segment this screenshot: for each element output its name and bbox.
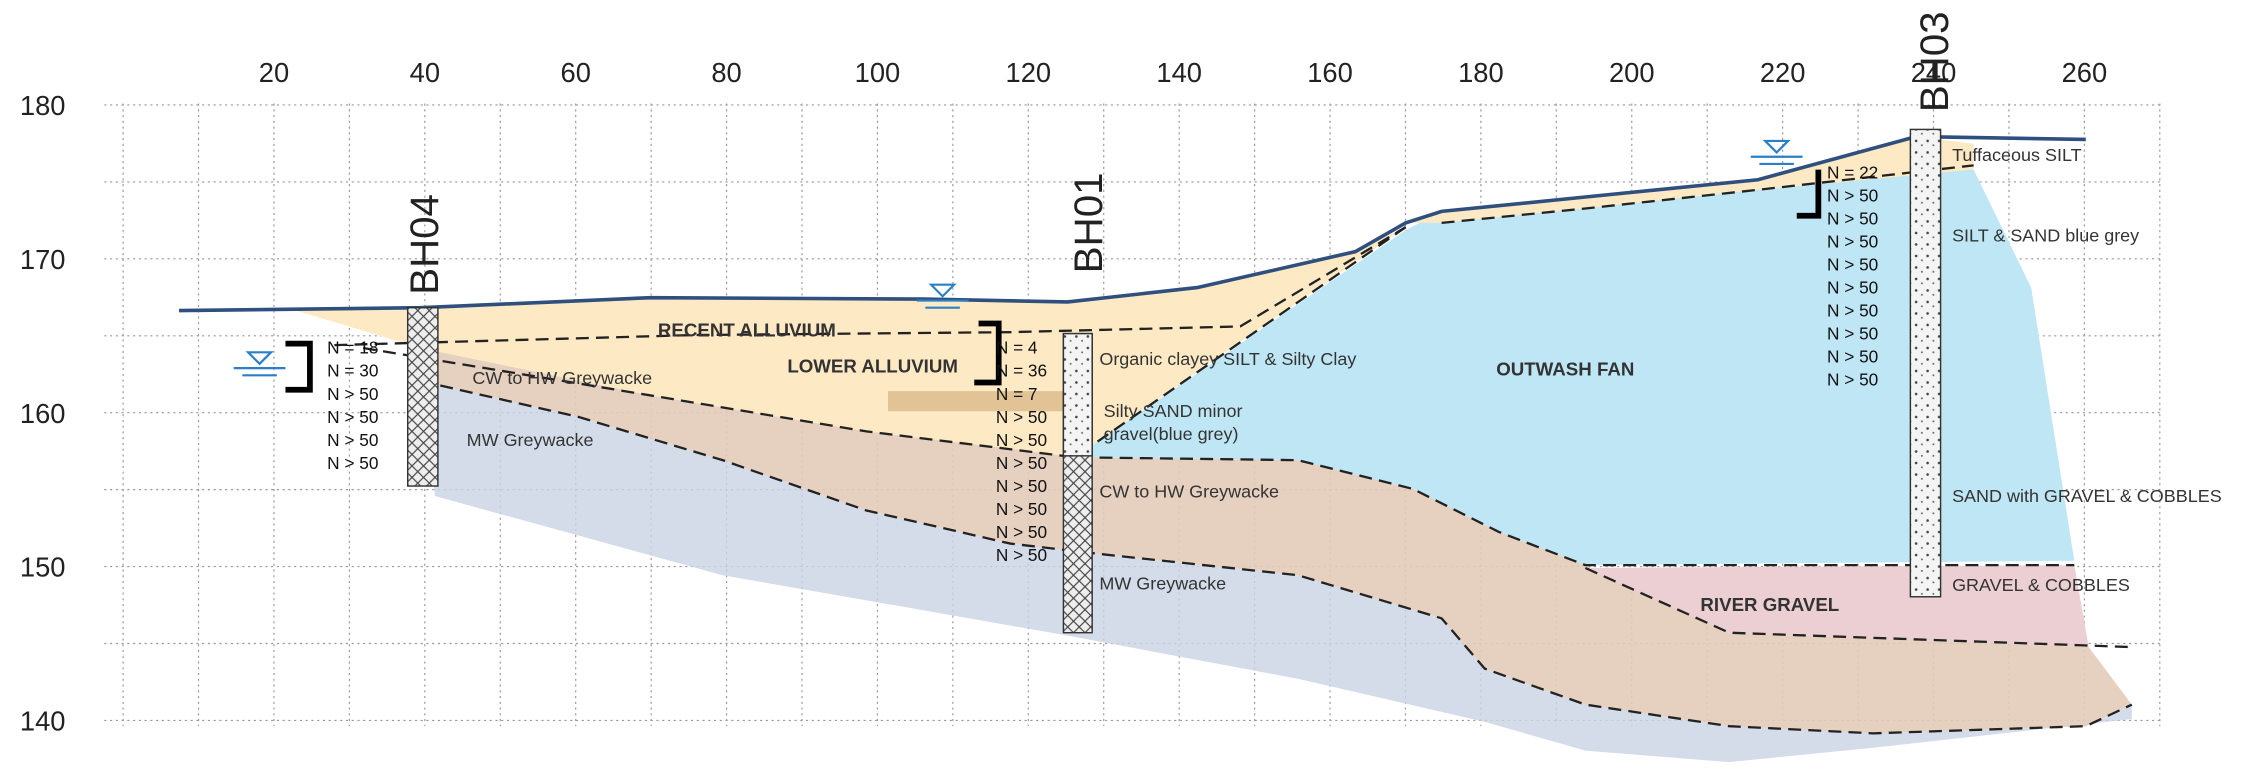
x-tick-label: 40 bbox=[410, 57, 440, 88]
unit-label: CW to HW Greywacke bbox=[472, 368, 652, 388]
spt-value: N > 50 bbox=[996, 453, 1047, 473]
spt-value: N > 50 bbox=[996, 430, 1047, 450]
unit-label: MW Greywacke bbox=[467, 430, 594, 450]
unit-label: RIVER GRAVEL bbox=[1700, 594, 1839, 615]
spt-value: N > 50 bbox=[1827, 254, 1878, 274]
spt-value: N > 50 bbox=[996, 499, 1047, 519]
spt-value: N = 7 bbox=[996, 384, 1038, 404]
unit-label: SAND with GRAVEL & COBBLES bbox=[1952, 486, 2222, 506]
x-tick-label: 120 bbox=[1006, 57, 1052, 88]
spt-value: N > 50 bbox=[996, 522, 1047, 542]
spt-value: N > 50 bbox=[327, 430, 378, 450]
x-tick-label: 260 bbox=[2062, 57, 2108, 88]
spt-value: N > 50 bbox=[1827, 277, 1878, 297]
y-tick-label: 170 bbox=[20, 244, 66, 275]
cross-section: BH04 BH01 BH03 RECENT ALLUVIUM LOWER ALL… bbox=[0, 0, 2262, 765]
spt-value: N = 36 bbox=[996, 361, 1047, 381]
unit-label: OUTWASH FAN bbox=[1496, 358, 1634, 379]
x-tick-label: 80 bbox=[711, 57, 741, 88]
unit-label: GRAVEL & COBBLES bbox=[1952, 575, 2130, 595]
spt-value: N = 4 bbox=[996, 338, 1038, 358]
unit-label: Organic clayey SILT & Silty Clay bbox=[1099, 349, 1356, 369]
spt-value: N > 50 bbox=[1827, 346, 1878, 366]
unit-label: SILT & SAND blue grey bbox=[1952, 226, 2139, 246]
unit-label: CW to HW Greywacke bbox=[1099, 482, 1279, 502]
borehole-name: BH01 bbox=[1066, 173, 1111, 274]
spt-value: N > 50 bbox=[1827, 231, 1878, 251]
spt-value: N > 50 bbox=[327, 407, 378, 427]
unit-label: LOWER ALLUVIUM bbox=[787, 355, 958, 376]
unit-label: Tuffaceous SILT bbox=[1952, 145, 2082, 165]
spt-value: N > 50 bbox=[996, 545, 1047, 565]
unit-label: gravel(blue grey) bbox=[1104, 424, 1239, 444]
x-tick-label: 180 bbox=[1458, 57, 1504, 88]
x-tick-label: 100 bbox=[855, 57, 901, 88]
x-tick-label: 20 bbox=[259, 57, 289, 88]
unit-label: Silty SAND minor bbox=[1104, 401, 1243, 421]
spt-value: N > 50 bbox=[327, 453, 378, 473]
spt-value: N > 50 bbox=[1827, 208, 1878, 228]
x-tick-label: 160 bbox=[1307, 57, 1353, 88]
x-tick-label: 140 bbox=[1156, 57, 1202, 88]
y-tick-label: 160 bbox=[20, 398, 66, 429]
spt-value: N > 50 bbox=[1827, 369, 1878, 389]
x-tick-label: 220 bbox=[1760, 57, 1806, 88]
y-tick-label: 150 bbox=[20, 552, 66, 583]
spt-value: N > 50 bbox=[996, 407, 1047, 427]
unit-label: RECENT ALLUVIUM bbox=[658, 319, 836, 340]
spt-value: N = 30 bbox=[327, 361, 378, 381]
spt-value: N > 50 bbox=[1827, 300, 1878, 320]
spt-value: N > 50 bbox=[327, 384, 378, 404]
spt-value: N > 50 bbox=[1827, 323, 1878, 343]
y-tick-label: 180 bbox=[20, 90, 66, 121]
borehole bbox=[408, 308, 438, 486]
x-tick-label: 240 bbox=[1911, 57, 1957, 88]
x-tick-label: 200 bbox=[1609, 57, 1655, 88]
unit-label: MW Greywacke bbox=[1099, 574, 1226, 594]
y-tick-label: 140 bbox=[20, 705, 66, 736]
borehole bbox=[1910, 129, 1940, 596]
spt-value: N > 50 bbox=[1827, 185, 1878, 205]
borehole bbox=[1063, 334, 1092, 456]
spt-value: N = 22 bbox=[1827, 162, 1878, 182]
spt-value: N > 50 bbox=[996, 476, 1047, 496]
borehole-name: BH04 bbox=[402, 194, 447, 295]
x-tick-label: 60 bbox=[561, 57, 591, 88]
spt-value: N = 18 bbox=[327, 338, 378, 358]
